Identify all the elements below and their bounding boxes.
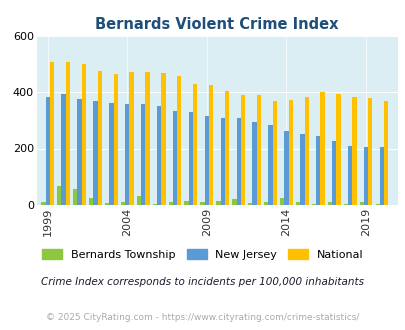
Bar [184,201,188,205]
Bar [104,203,109,205]
Bar [152,204,157,205]
Bar [232,199,236,205]
Bar [335,94,340,205]
Bar [200,202,204,205]
Bar [279,198,284,205]
Bar [157,106,161,205]
Bar [331,141,335,205]
Text: © 2025 CityRating.com - https://www.cityrating.com/crime-statistics/: © 2025 CityRating.com - https://www.city… [46,313,359,322]
Bar [320,92,324,205]
Text: Crime Index corresponds to incidents per 100,000 inhabitants: Crime Index corresponds to incidents per… [41,278,364,287]
Bar [363,147,367,205]
Bar [315,136,320,205]
Bar [220,118,224,205]
Bar [263,202,268,205]
Bar [383,101,388,205]
Bar [57,186,61,205]
Bar [272,101,276,205]
Title: Bernards Violent Crime Index: Bernards Violent Crime Index [95,17,338,32]
Bar [109,103,113,205]
Bar [173,111,177,205]
Bar [41,202,45,205]
Bar [73,189,77,205]
Bar [304,97,308,205]
Bar [252,122,256,205]
Bar [247,203,252,205]
Bar [129,72,133,205]
Bar [50,61,54,205]
Bar [121,202,125,205]
Bar [240,95,245,205]
Bar [125,104,129,205]
Bar [188,112,193,205]
Legend: Bernards Township, New Jersey, National: Bernards Township, New Jersey, National [38,245,367,264]
Bar [136,196,141,205]
Bar [193,84,197,205]
Bar [209,84,213,205]
Bar [81,64,86,205]
Bar [216,201,220,205]
Bar [288,100,292,205]
Bar [367,98,371,205]
Bar [204,116,209,205]
Bar [375,204,379,205]
Bar [145,72,149,205]
Bar [295,202,299,205]
Bar [268,125,272,205]
Bar [168,202,173,205]
Bar [327,202,331,205]
Bar [343,204,347,205]
Bar [379,147,383,205]
Bar [113,74,117,205]
Bar [347,146,352,205]
Bar [177,76,181,205]
Bar [224,91,229,205]
Bar [359,202,363,205]
Bar [256,95,260,205]
Bar [61,94,66,205]
Bar [66,61,70,205]
Bar [299,134,304,205]
Bar [311,204,315,205]
Bar [77,99,81,205]
Bar [89,198,93,205]
Bar [284,131,288,205]
Bar [352,97,356,205]
Bar [236,118,240,205]
Bar [141,104,145,205]
Bar [45,97,50,205]
Bar [161,73,165,205]
Bar [93,101,97,205]
Bar [97,71,102,205]
